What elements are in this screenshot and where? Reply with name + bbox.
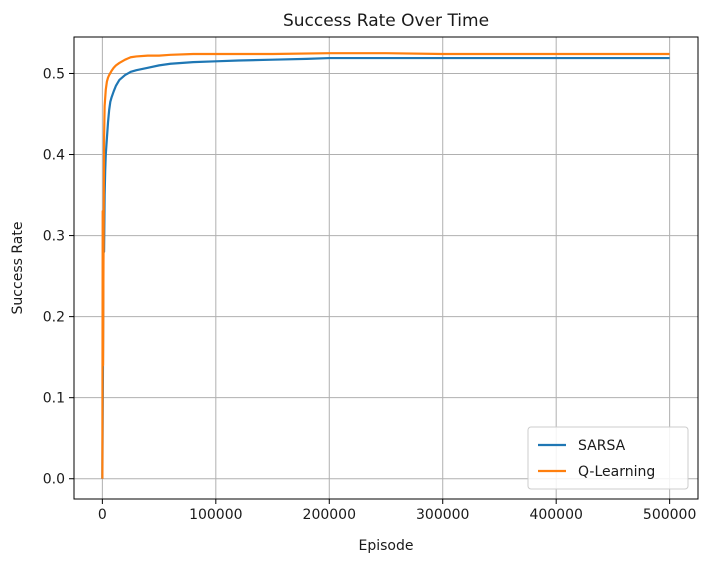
y-tick-label: 0.1 — [43, 391, 65, 407]
x-tick-label: 500000 — [643, 507, 696, 523]
y-tick-label: 0.0 — [43, 472, 65, 488]
legend-box — [527, 426, 689, 490]
grid — [74, 37, 698, 499]
series-line-q-learning — [101, 52, 670, 479]
series-lines — [101, 52, 670, 479]
plot-frame — [73, 36, 699, 500]
chart-title: Success Rate Over Time — [283, 11, 489, 31]
legend-label: SARSA — [578, 438, 626, 454]
y-axis-label: Success Rate — [10, 222, 26, 315]
x-tick-label: 200000 — [303, 507, 356, 523]
legend: SARSA Q-Learning — [527, 426, 689, 490]
x-axis-label: Episode — [359, 538, 414, 554]
series-line-sarsa — [101, 56, 670, 479]
x-tick-label: 400000 — [529, 507, 582, 523]
y-tick-label: 0.2 — [43, 310, 65, 326]
ticks: 0 100000 200000 300000 400000 500000 0.0 0.1 0.2… — [43, 66, 697, 523]
x-tick-label: 100000 — [189, 507, 242, 523]
x-tick-label: 300000 — [416, 507, 469, 523]
y-tick-label: 0.4 — [43, 148, 65, 164]
x-tick-label: 0 — [98, 507, 107, 523]
legend-label: Q-Learning — [578, 464, 655, 480]
y-tick-label: 0.3 — [43, 229, 65, 245]
y-tick-label: 0.5 — [43, 66, 65, 82]
